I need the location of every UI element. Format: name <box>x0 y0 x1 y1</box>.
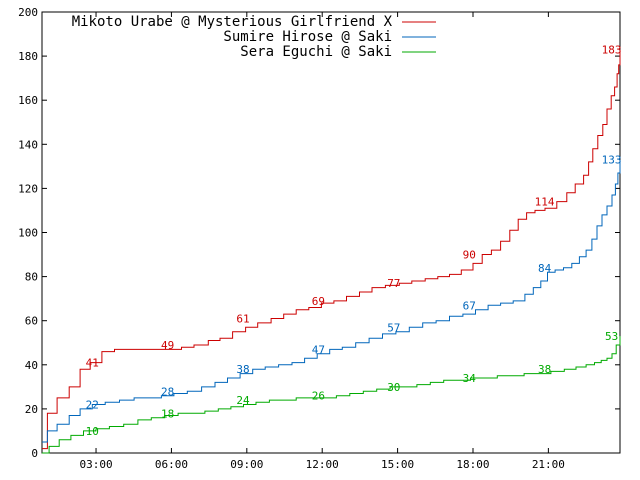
y-tick-label: 200 <box>18 6 38 19</box>
y-tick-label: 100 <box>18 227 38 240</box>
point-labels: 41 49 61 69 77 90 114 183 22 28 38 47 57 67 84 133 10 18 2… <box>86 43 622 437</box>
x-tick-label: 09:00 <box>230 458 263 471</box>
data-label: 69 <box>312 295 325 308</box>
data-label: 24 <box>236 394 250 407</box>
data-label: 61 <box>236 312 249 325</box>
data-label: 38 <box>538 363 551 376</box>
data-label: 22 <box>86 398 99 411</box>
legend-label-sumire: Sumire Hirose @ Saki <box>223 29 392 45</box>
x-tick-label: 15:00 <box>381 458 414 471</box>
y-tick-label: 160 <box>18 94 38 107</box>
y-tick-label: 20 <box>25 403 38 416</box>
y-tick-label: 60 <box>25 315 38 328</box>
plot-frame <box>41 11 621 454</box>
data-label: 18 <box>161 407 174 420</box>
series-line-0 <box>42 49 621 450</box>
x-tick-label: 18:00 <box>456 458 489 471</box>
data-label: 38 <box>236 363 249 376</box>
y-tick-label: 180 <box>18 50 38 63</box>
legend-label-mikoto: Mikoto Urabe @ Mysterious Girlfriend X <box>72 14 393 30</box>
data-label: 47 <box>312 343 325 356</box>
data-label: 28 <box>161 385 174 398</box>
data-label: 57 <box>387 321 400 334</box>
y-tick-label: 120 <box>18 182 38 195</box>
data-label: 90 <box>463 249 476 262</box>
data-label: 67 <box>463 299 476 312</box>
data-label: 41 <box>86 357 99 370</box>
y-tick-label: 40 <box>25 359 38 372</box>
x-tick-label: 06:00 <box>155 458 188 471</box>
data-label: 30 <box>387 381 400 394</box>
data-label: 183 <box>602 43 622 56</box>
legend-label-sera: Sera Eguchi @ Saki <box>240 44 392 60</box>
x-tick-label: 03:00 <box>79 458 112 471</box>
data-label: 77 <box>387 277 400 290</box>
series-line-2 <box>42 336 621 454</box>
y-tick-label: 140 <box>18 138 38 151</box>
data-label: 49 <box>161 339 174 352</box>
legend: Mikoto Urabe @ Mysterious Girlfriend X S… <box>72 14 436 60</box>
series-line-1 <box>42 159 621 443</box>
data-label: 26 <box>312 390 325 403</box>
data-label: 34 <box>463 372 477 385</box>
axis-ticks: 0 20 40 60 80 100 120 140 160 180 200 03:00 06:00 09:… <box>18 6 620 471</box>
data-label: 10 <box>86 425 99 438</box>
y-tick-label: 80 <box>25 271 38 284</box>
data-label: 53 <box>605 330 618 343</box>
series-lines <box>42 49 621 454</box>
x-tick-label: 21:00 <box>532 458 565 471</box>
data-label: 84 <box>538 262 552 275</box>
y-tick-label: 0 <box>31 447 38 460</box>
data-label: 133 <box>602 154 622 167</box>
x-tick-label: 12:00 <box>306 458 339 471</box>
data-label: 114 <box>535 196 555 209</box>
